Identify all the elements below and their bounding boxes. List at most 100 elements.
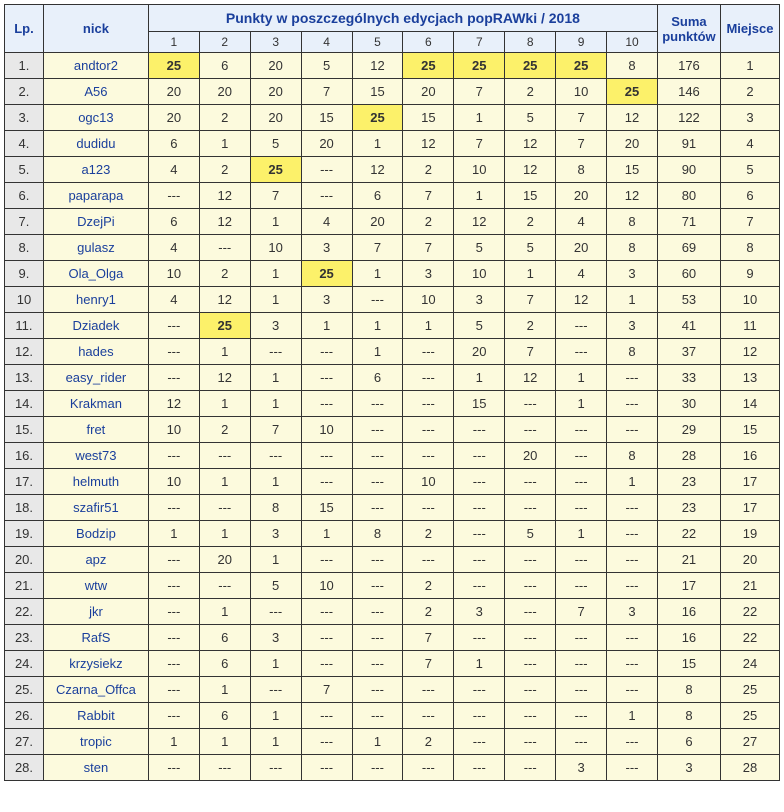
cell-nick[interactable]: szafir51	[43, 495, 148, 521]
table-row: 20.apz---201---------------------2120	[5, 547, 780, 573]
cell-nick[interactable]: RafS	[43, 625, 148, 651]
cell-score: 20	[607, 131, 658, 157]
cell-nick[interactable]: ogc13	[43, 105, 148, 131]
table-row: 18.szafir51------815------------------23…	[5, 495, 780, 521]
cell-nick[interactable]: easy_rider	[43, 365, 148, 391]
cell-score: 1	[301, 521, 352, 547]
cell-score: 12	[199, 287, 250, 313]
cell-score: 20	[352, 209, 403, 235]
table-row: 19.Bodzip113182---51---2219	[5, 521, 780, 547]
cell-place: 17	[720, 469, 779, 495]
cell-score: 2	[199, 157, 250, 183]
cell-nick[interactable]: jkr	[43, 599, 148, 625]
cell-score: 12	[199, 209, 250, 235]
cell-nick[interactable]: Rabbit	[43, 703, 148, 729]
cell-nick[interactable]: apz	[43, 547, 148, 573]
cell-sum: 8	[657, 677, 720, 703]
cell-nick[interactable]: DzejPi	[43, 209, 148, 235]
cell-score: ---	[505, 755, 556, 781]
cell-nick[interactable]: Krakman	[43, 391, 148, 417]
cell-score: 15	[301, 105, 352, 131]
cell-lp: 21.	[5, 573, 44, 599]
cell-score: 6	[352, 365, 403, 391]
cell-score: 7	[505, 339, 556, 365]
cell-score: 10	[250, 235, 301, 261]
cell-nick[interactable]: tropic	[43, 729, 148, 755]
cell-score: 12	[148, 391, 199, 417]
cell-score: 1	[454, 105, 505, 131]
cell-score: 7	[403, 183, 454, 209]
cell-score: 3	[403, 261, 454, 287]
cell-lp: 16.	[5, 443, 44, 469]
cell-score: 20	[556, 183, 607, 209]
header-edition: 10	[607, 32, 658, 53]
cell-nick[interactable]: krzysiekz	[43, 651, 148, 677]
cell-score: ---	[505, 703, 556, 729]
cell-score: ---	[352, 677, 403, 703]
cell-lp: 15.	[5, 417, 44, 443]
cell-nick[interactable]: henry1	[43, 287, 148, 313]
cell-nick[interactable]: west73	[43, 443, 148, 469]
cell-sum: 71	[657, 209, 720, 235]
cell-score: 1	[454, 183, 505, 209]
cell-nick[interactable]: wtw	[43, 573, 148, 599]
cell-score: 7	[556, 131, 607, 157]
cell-score: ---	[148, 313, 199, 339]
cell-score: ---	[607, 365, 658, 391]
cell-score: 20	[505, 443, 556, 469]
cell-score: ---	[301, 183, 352, 209]
header-lp: Lp.	[5, 5, 44, 53]
cell-score: ---	[148, 599, 199, 625]
cell-nick[interactable]: hades	[43, 339, 148, 365]
table-row: 28.sten------------------------3---328	[5, 755, 780, 781]
cell-nick[interactable]: andtor2	[43, 53, 148, 79]
cell-score: ---	[250, 599, 301, 625]
cell-score: ---	[352, 417, 403, 443]
cell-score: 8	[607, 235, 658, 261]
table-row: 27.tropic111---12------------627	[5, 729, 780, 755]
cell-score: ---	[505, 599, 556, 625]
cell-nick[interactable]: sten	[43, 755, 148, 781]
cell-sum: 3	[657, 755, 720, 781]
cell-place: 4	[720, 131, 779, 157]
cell-sum: 33	[657, 365, 720, 391]
cell-nick[interactable]: fret	[43, 417, 148, 443]
cell-score: ---	[454, 495, 505, 521]
cell-score: ---	[454, 677, 505, 703]
cell-score: 20	[199, 79, 250, 105]
cell-score: ---	[607, 547, 658, 573]
cell-score: ---	[301, 729, 352, 755]
cell-score: 7	[556, 599, 607, 625]
cell-score: ---	[352, 469, 403, 495]
cell-nick[interactable]: gulasz	[43, 235, 148, 261]
cell-score: 12	[352, 157, 403, 183]
cell-score: ---	[301, 339, 352, 365]
cell-score: 1	[607, 287, 658, 313]
cell-score: 1	[250, 391, 301, 417]
cell-score: 6	[148, 209, 199, 235]
cell-score: 10	[148, 469, 199, 495]
cell-score: 1	[352, 339, 403, 365]
cell-sum: 69	[657, 235, 720, 261]
cell-place: 16	[720, 443, 779, 469]
cell-score: ---	[148, 495, 199, 521]
cell-lp: 24.	[5, 651, 44, 677]
cell-nick[interactable]: a123	[43, 157, 148, 183]
cell-place: 17	[720, 495, 779, 521]
cell-sum: 30	[657, 391, 720, 417]
cell-place: 7	[720, 209, 779, 235]
cell-score: ---	[301, 443, 352, 469]
cell-score: 4	[148, 157, 199, 183]
cell-nick[interactable]: Dziadek	[43, 313, 148, 339]
cell-lp: 11.	[5, 313, 44, 339]
cell-nick[interactable]: paparapa	[43, 183, 148, 209]
cell-score: ---	[148, 365, 199, 391]
cell-nick[interactable]: dudidu	[43, 131, 148, 157]
cell-nick[interactable]: A56	[43, 79, 148, 105]
cell-place: 6	[720, 183, 779, 209]
cell-nick[interactable]: helmuth	[43, 469, 148, 495]
cell-nick[interactable]: Ola_Olga	[43, 261, 148, 287]
cell-nick[interactable]: Bodzip	[43, 521, 148, 547]
cell-nick[interactable]: Czarna_Offca	[43, 677, 148, 703]
cell-score: 20	[556, 235, 607, 261]
